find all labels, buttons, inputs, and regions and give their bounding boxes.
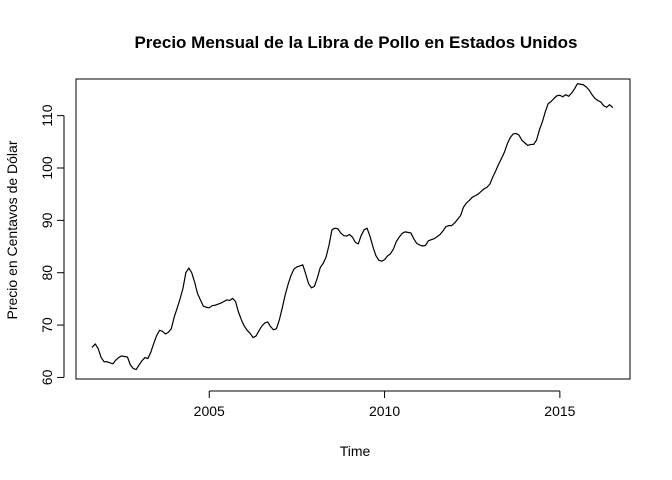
x-tick-label: 2005 <box>194 403 225 419</box>
x-tick-label: 2015 <box>544 403 575 419</box>
x-tick-label: 2010 <box>369 403 400 419</box>
y-tick-label: 110 <box>39 104 55 127</box>
y-tick-label: 100 <box>39 156 55 180</box>
y-tick-label: 90 <box>39 212 55 228</box>
chart-title: Precio Mensual de la Libra de Pollo en E… <box>134 33 577 52</box>
x-axis: 2005 2010 2015 <box>194 390 576 419</box>
y-axis-label: Precio en Centavos de Dólar <box>4 140 20 319</box>
y-tick-label: 70 <box>39 317 55 333</box>
y-axis: 60 70 80 90 100 110 <box>39 104 65 385</box>
y-tick-label: 80 <box>39 265 55 281</box>
plot-area-frame <box>75 78 631 380</box>
chicken-price-series-line <box>91 83 614 371</box>
x-axis-label: Time <box>340 443 371 459</box>
y-tick-label: 60 <box>39 369 55 385</box>
